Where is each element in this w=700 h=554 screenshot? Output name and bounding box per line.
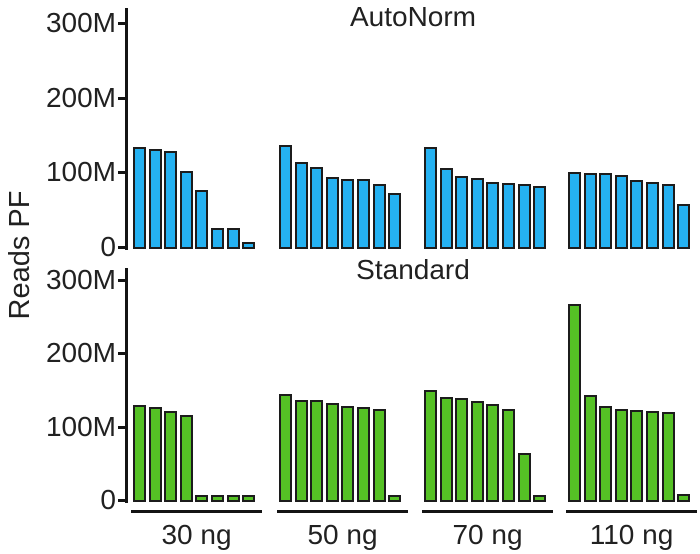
bar (211, 495, 224, 502)
bar (133, 405, 146, 502)
bar (486, 404, 499, 502)
y-tick-label: 0 (100, 231, 116, 262)
bar (424, 147, 437, 249)
y-tick-label: 100M (45, 156, 116, 188)
x-tick-label-50ng: 50 ng (307, 519, 378, 550)
bar (341, 179, 354, 249)
bar (630, 180, 643, 249)
bar (310, 400, 323, 502)
panel-title-standard: Standard (356, 254, 470, 285)
bar (424, 390, 437, 502)
bar (326, 403, 339, 502)
bar (149, 407, 162, 502)
bar (584, 173, 597, 249)
y-axis-line (125, 268, 128, 503)
bar (227, 495, 240, 502)
bar (533, 186, 546, 249)
y-tick-label: 100M (45, 410, 116, 442)
bar (568, 172, 581, 249)
group-baseline-30ng (131, 510, 262, 513)
group-baseline-70ng (422, 510, 553, 513)
y-tick (118, 171, 126, 175)
x-tick-label-110ng: 110 ng (589, 519, 674, 550)
x-tick-label-70ng: 70 ng (452, 519, 523, 550)
bar (357, 407, 370, 502)
bar (357, 179, 370, 249)
group-baseline-110ng (566, 510, 697, 513)
bar (373, 409, 386, 502)
bar (195, 190, 208, 249)
y-tick-label: 300M (45, 6, 116, 38)
bar (440, 168, 453, 249)
group-baseline-50ng (277, 510, 408, 513)
bar (584, 395, 597, 502)
y-tick (118, 425, 126, 429)
bar (677, 494, 690, 502)
bar (295, 400, 308, 502)
bar (242, 242, 255, 249)
bar (388, 495, 401, 502)
bar (630, 410, 643, 502)
bar (180, 415, 193, 502)
y-tick (118, 21, 126, 25)
bar (677, 204, 690, 249)
y-axis-line (125, 8, 128, 250)
bar (195, 495, 208, 502)
bar (242, 495, 255, 502)
bar (455, 176, 468, 249)
y-tick-label: 0 (100, 484, 116, 515)
bar (502, 183, 515, 249)
bar (568, 304, 581, 502)
bar (279, 394, 292, 502)
bar (279, 145, 292, 249)
bar (662, 412, 675, 502)
bar (227, 228, 240, 249)
bar (599, 173, 612, 249)
y-tick (118, 96, 126, 100)
bar (164, 411, 177, 502)
bar (533, 495, 546, 502)
y-tick-label: 300M (45, 264, 116, 296)
y-tick (118, 246, 126, 249)
bar (133, 147, 146, 249)
bar (471, 178, 484, 249)
y-tick-label: 200M (45, 337, 116, 369)
y-tick (118, 279, 126, 283)
bar (502, 409, 515, 502)
bar (149, 149, 162, 249)
bar (295, 162, 308, 249)
bar (615, 175, 628, 249)
bar (518, 184, 531, 249)
panel-title-autonorm: AutoNorm (349, 1, 477, 32)
bar (455, 398, 468, 502)
bar (164, 151, 177, 249)
bar (646, 182, 659, 249)
bar (662, 184, 675, 249)
bar (440, 397, 453, 502)
x-tick-label-30ng: 30 ng (161, 519, 232, 550)
bar (615, 409, 628, 502)
bar (471, 401, 484, 502)
bar (326, 177, 339, 249)
bar (518, 453, 531, 502)
bar (310, 167, 323, 249)
y-tick-label: 200M (45, 81, 116, 113)
y-tick (118, 352, 126, 356)
bar (388, 193, 401, 249)
bar (373, 184, 386, 249)
y-tick (118, 499, 126, 502)
bar (180, 171, 193, 249)
bar (599, 406, 612, 502)
bar (211, 228, 224, 249)
bar (486, 182, 499, 249)
bar (341, 406, 354, 502)
bar (646, 411, 659, 502)
